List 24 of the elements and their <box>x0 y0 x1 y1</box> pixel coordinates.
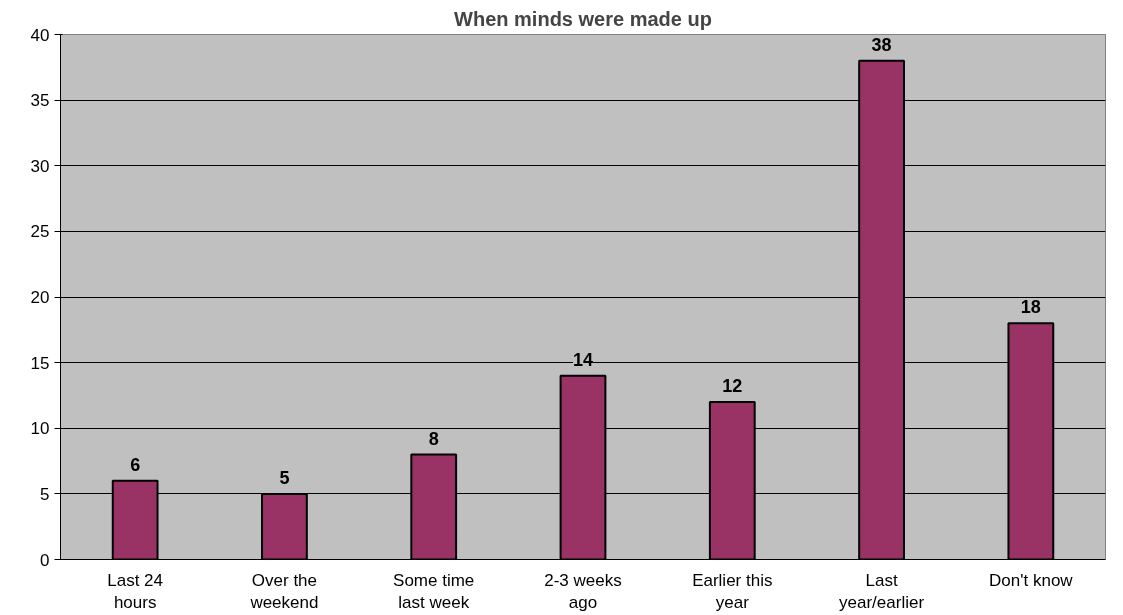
data-label: 8 <box>428 428 439 449</box>
y-tick-label: 40 <box>30 25 50 45</box>
y-tick-label: 5 <box>40 484 50 504</box>
x-tick-label: Don't know <box>989 570 1074 590</box>
y-tick-label: 25 <box>30 222 50 242</box>
data-label: 38 <box>871 34 892 55</box>
x-tick-label: Over the weekend <box>249 570 319 613</box>
x-tick-label: Earlier this year <box>692 570 773 613</box>
y-tick-label: 20 <box>30 288 50 307</box>
data-label: 12 <box>722 376 743 396</box>
chart-title: When minds were made up <box>454 7 712 30</box>
data-label: 14 <box>572 349 594 370</box>
x-tick-label: Some time last week <box>393 570 475 613</box>
y-tick-label: 15 <box>30 353 50 373</box>
y-tick-label: 30 <box>30 156 50 176</box>
data-label: 5 <box>279 467 290 488</box>
data-label: 18 <box>1020 297 1041 318</box>
data-label: 6 <box>130 454 141 475</box>
y-tick-label: 35 <box>30 91 50 111</box>
x-tick-label: Last 24 hours <box>107 570 164 613</box>
y-tick-label: 0 <box>40 550 50 570</box>
x-tick-label: Last year/earlier <box>839 570 925 613</box>
x-tick-label: 2-3 weeks ago <box>544 570 622 613</box>
y-tick-label: 10 <box>30 419 50 439</box>
